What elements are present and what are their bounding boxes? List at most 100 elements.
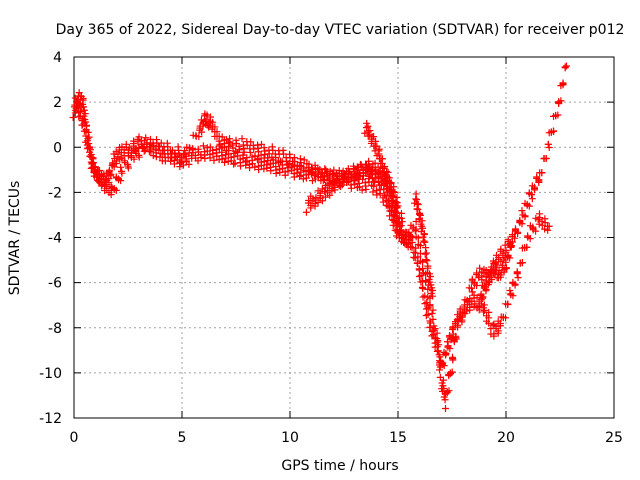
data-point bbox=[321, 193, 329, 201]
data-point bbox=[367, 171, 375, 179]
data-point bbox=[362, 185, 370, 193]
data-point bbox=[391, 198, 399, 206]
data-point bbox=[518, 259, 526, 267]
data-point bbox=[194, 157, 202, 165]
data-point bbox=[314, 199, 322, 207]
data-point bbox=[424, 285, 432, 293]
data-point bbox=[302, 208, 310, 216]
data-point bbox=[199, 142, 207, 150]
data-point bbox=[489, 321, 497, 329]
data-point bbox=[112, 186, 120, 194]
data-point bbox=[300, 156, 308, 164]
data-point bbox=[511, 281, 519, 289]
x-tick-label: 25 bbox=[605, 430, 623, 446]
data-point bbox=[331, 186, 339, 194]
data-point bbox=[490, 332, 498, 340]
x-tick-label: 5 bbox=[178, 430, 187, 446]
data-point bbox=[176, 163, 184, 171]
data-point bbox=[83, 137, 91, 145]
data-point bbox=[410, 199, 418, 207]
data-point bbox=[536, 214, 544, 222]
data-point bbox=[82, 126, 90, 134]
data-point bbox=[476, 264, 484, 272]
x-tick-label: 10 bbox=[281, 430, 299, 446]
data-point bbox=[276, 169, 284, 177]
data-point bbox=[429, 331, 437, 339]
data-point bbox=[375, 150, 383, 158]
data-point bbox=[545, 222, 553, 230]
data-point bbox=[435, 361, 443, 369]
data-point bbox=[364, 122, 372, 130]
data-point bbox=[272, 169, 280, 177]
data-point bbox=[355, 172, 363, 180]
data-point bbox=[290, 173, 298, 181]
data-point bbox=[381, 191, 389, 199]
data-point bbox=[238, 135, 246, 143]
data-point bbox=[415, 273, 423, 281]
data-point bbox=[544, 140, 552, 148]
data-point bbox=[281, 171, 289, 179]
data-point bbox=[231, 159, 239, 167]
data-point bbox=[388, 216, 396, 224]
data-point bbox=[506, 287, 514, 295]
data-point bbox=[421, 300, 429, 308]
data-point bbox=[528, 195, 536, 203]
data-point bbox=[80, 106, 88, 114]
data-point bbox=[414, 206, 422, 214]
data-point bbox=[397, 214, 405, 222]
data-point bbox=[79, 100, 87, 108]
data-point bbox=[388, 192, 396, 200]
data-point bbox=[412, 225, 420, 233]
data-point bbox=[429, 292, 437, 300]
data-point bbox=[242, 161, 250, 169]
data-point bbox=[81, 110, 89, 118]
data-point bbox=[255, 166, 263, 174]
data-point bbox=[361, 129, 369, 137]
data-point bbox=[182, 157, 190, 165]
data-point bbox=[514, 274, 522, 282]
data-point bbox=[431, 334, 439, 342]
data-point bbox=[440, 384, 448, 392]
y-tick-label: -12 bbox=[39, 411, 62, 427]
data-point bbox=[305, 160, 313, 168]
data-point bbox=[103, 185, 111, 193]
data-point bbox=[381, 163, 389, 171]
data-point bbox=[146, 135, 154, 143]
data-point bbox=[407, 243, 415, 251]
data-point bbox=[391, 188, 399, 196]
data-point bbox=[257, 151, 265, 159]
y-tick-label: -4 bbox=[48, 231, 62, 247]
y-tick-label: -6 bbox=[48, 276, 62, 292]
data-point bbox=[431, 325, 439, 333]
data-point bbox=[311, 202, 319, 210]
data-point bbox=[167, 157, 175, 165]
data-point bbox=[422, 256, 430, 264]
data-point bbox=[433, 338, 441, 346]
data-point bbox=[195, 133, 203, 141]
data-point bbox=[209, 150, 217, 158]
data-point bbox=[299, 175, 307, 183]
data-point bbox=[260, 165, 268, 173]
data-point bbox=[73, 104, 81, 112]
data-point bbox=[431, 343, 439, 351]
data-point bbox=[172, 153, 180, 161]
data-point bbox=[124, 164, 132, 172]
data-point bbox=[411, 227, 419, 235]
data-point bbox=[71, 109, 79, 117]
data-point bbox=[224, 157, 232, 165]
data-point bbox=[525, 202, 533, 210]
data-point bbox=[198, 128, 206, 136]
data-point bbox=[502, 258, 510, 266]
data-point bbox=[523, 243, 531, 251]
data-point bbox=[427, 281, 435, 289]
data-point bbox=[423, 305, 431, 313]
data-point bbox=[422, 312, 430, 320]
data-point bbox=[448, 368, 456, 376]
data-point bbox=[112, 159, 120, 167]
data-point bbox=[164, 143, 172, 151]
data-point bbox=[414, 253, 422, 261]
data-point bbox=[387, 179, 395, 187]
data-point bbox=[384, 202, 392, 210]
data-point bbox=[502, 314, 510, 322]
